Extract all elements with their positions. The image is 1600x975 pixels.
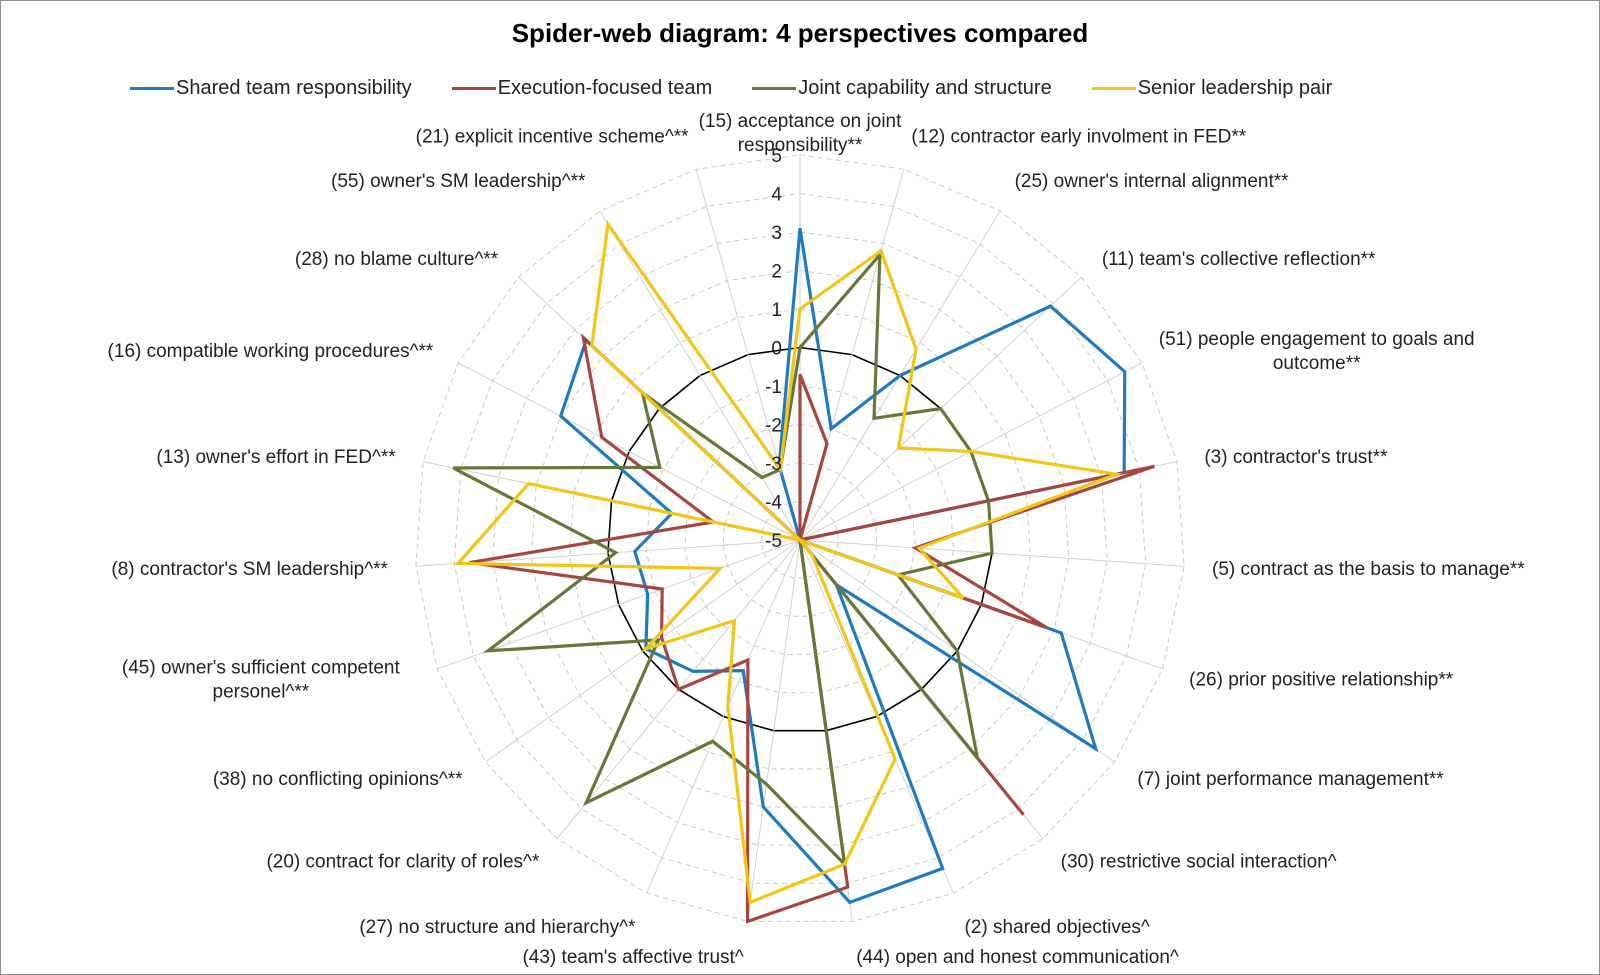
grid-ring — [453, 192, 1147, 884]
category-label: (20) contract for clarity of roles^* — [266, 851, 539, 872]
category-label: (26) prior positive relationship** — [1189, 669, 1454, 690]
legend-label: Senior leadership pair — [1137, 76, 1333, 99]
legend-swatch — [1091, 86, 1136, 90]
category-label: (43) team's affective trust^ — [522, 947, 743, 968]
category-label: (30) restrictive social interaction^ — [1061, 851, 1337, 872]
grid-spoke — [747, 539, 801, 922]
category-label: (15) acceptance on joint responsibility** — [699, 111, 903, 156]
radial-tick-label: 0 — [771, 339, 782, 360]
series-line-0 — [558, 227, 1127, 905]
series-line-2 — [452, 250, 994, 869]
category-label: (38) no conflicting opinions^** — [213, 769, 463, 790]
category-label-line: (51) people engagement to goals and — [1159, 329, 1475, 350]
grid-spoke — [457, 362, 801, 541]
radial-tick-label: 3 — [771, 223, 782, 244]
category-label: (27) no structure and hierarchy^* — [359, 917, 636, 938]
grid-ring — [761, 500, 839, 579]
series-line-3 — [454, 219, 1123, 905]
legend-label: Execution-focused team — [497, 76, 713, 99]
category-label: (2) shared objectives^ — [965, 917, 1150, 938]
grid-ring — [569, 308, 1031, 770]
category-label: (45) owner's sufficient competent persone… — [122, 657, 401, 702]
category-label: (5) contract as the basis to manage** — [1212, 559, 1525, 580]
category-label: (12) contractor early involment in FED** — [911, 126, 1246, 147]
grid-ring — [684, 423, 916, 655]
category-label: (11) team's collective reflection** — [1102, 249, 1376, 270]
radial-tick-label: -5 — [765, 531, 782, 552]
grid-ring — [415, 154, 1185, 922]
category-label: (25) owner's internal alignment** — [1015, 171, 1290, 192]
category-label: (44) open and honest communication^ — [856, 947, 1179, 968]
legend-item-execution-focused-team: Execution-focused team — [451, 76, 713, 100]
grid-ring — [530, 269, 1070, 808]
category-label-line: (45) owner's sufficient competent — [122, 657, 401, 678]
category-label-line: personel^** — [213, 681, 310, 702]
category-label: (13) owner's effort in FED^** — [156, 447, 396, 468]
series-line-1 — [469, 333, 1155, 924]
category-label-line: responsibility** — [738, 135, 863, 156]
chart-legend: Shared team responsibility Execution-foc… — [130, 74, 1372, 102]
category-label: (8) contractor's SM leadership^** — [111, 559, 388, 580]
legend-label: Joint capability and structure — [798, 76, 1052, 99]
legend-item-shared-team-responsibility: Shared team responsibility — [130, 77, 412, 100]
legend-swatch — [130, 86, 174, 90]
radial-tick-label: 4 — [771, 185, 782, 206]
category-label: (21) explicit incentive scheme^** — [416, 126, 690, 147]
category-label: (16) compatible working procedures^** — [108, 341, 434, 362]
legend-item-joint-capability-and-structure: Joint capability and structure — [752, 76, 1052, 100]
radial-tick-label: 1 — [771, 300, 782, 321]
legend-item-senior-leadership-pair: Senior leadership pair — [1091, 76, 1333, 100]
category-label: (28) no blame culture^** — [295, 249, 499, 270]
radial-tick-label: -4 — [765, 493, 782, 514]
radial-tick-label: -1 — [765, 377, 782, 398]
grid-ring — [645, 385, 955, 694]
category-label-line: outcome** — [1273, 353, 1361, 374]
category-label: (55) owner's SM leadership^** — [331, 171, 586, 192]
radial-tick-label: -2 — [765, 416, 782, 437]
legend-swatch — [451, 86, 496, 90]
category-label: (51) people engagement to goals and outco… — [1159, 329, 1475, 374]
grid-spoke — [599, 210, 801, 541]
category-label: (3) contractor's trust** — [1204, 447, 1388, 468]
category-label: (7) joint performance management** — [1137, 769, 1444, 790]
legend-swatch — [752, 86, 797, 90]
radial-tick-label: -3 — [765, 454, 782, 475]
grid-spoke — [437, 539, 801, 670]
legend-label: Shared team responsibility — [176, 76, 412, 99]
radial-tick-label: 5 — [771, 146, 782, 167]
category-label-line: (15) acceptance on joint — [699, 111, 903, 132]
chart-title: Spider-web diagram: 4 perspectives compa… — [511, 18, 1089, 48]
grid-spoke — [646, 539, 801, 894]
radial-tick-label: 2 — [771, 262, 782, 283]
